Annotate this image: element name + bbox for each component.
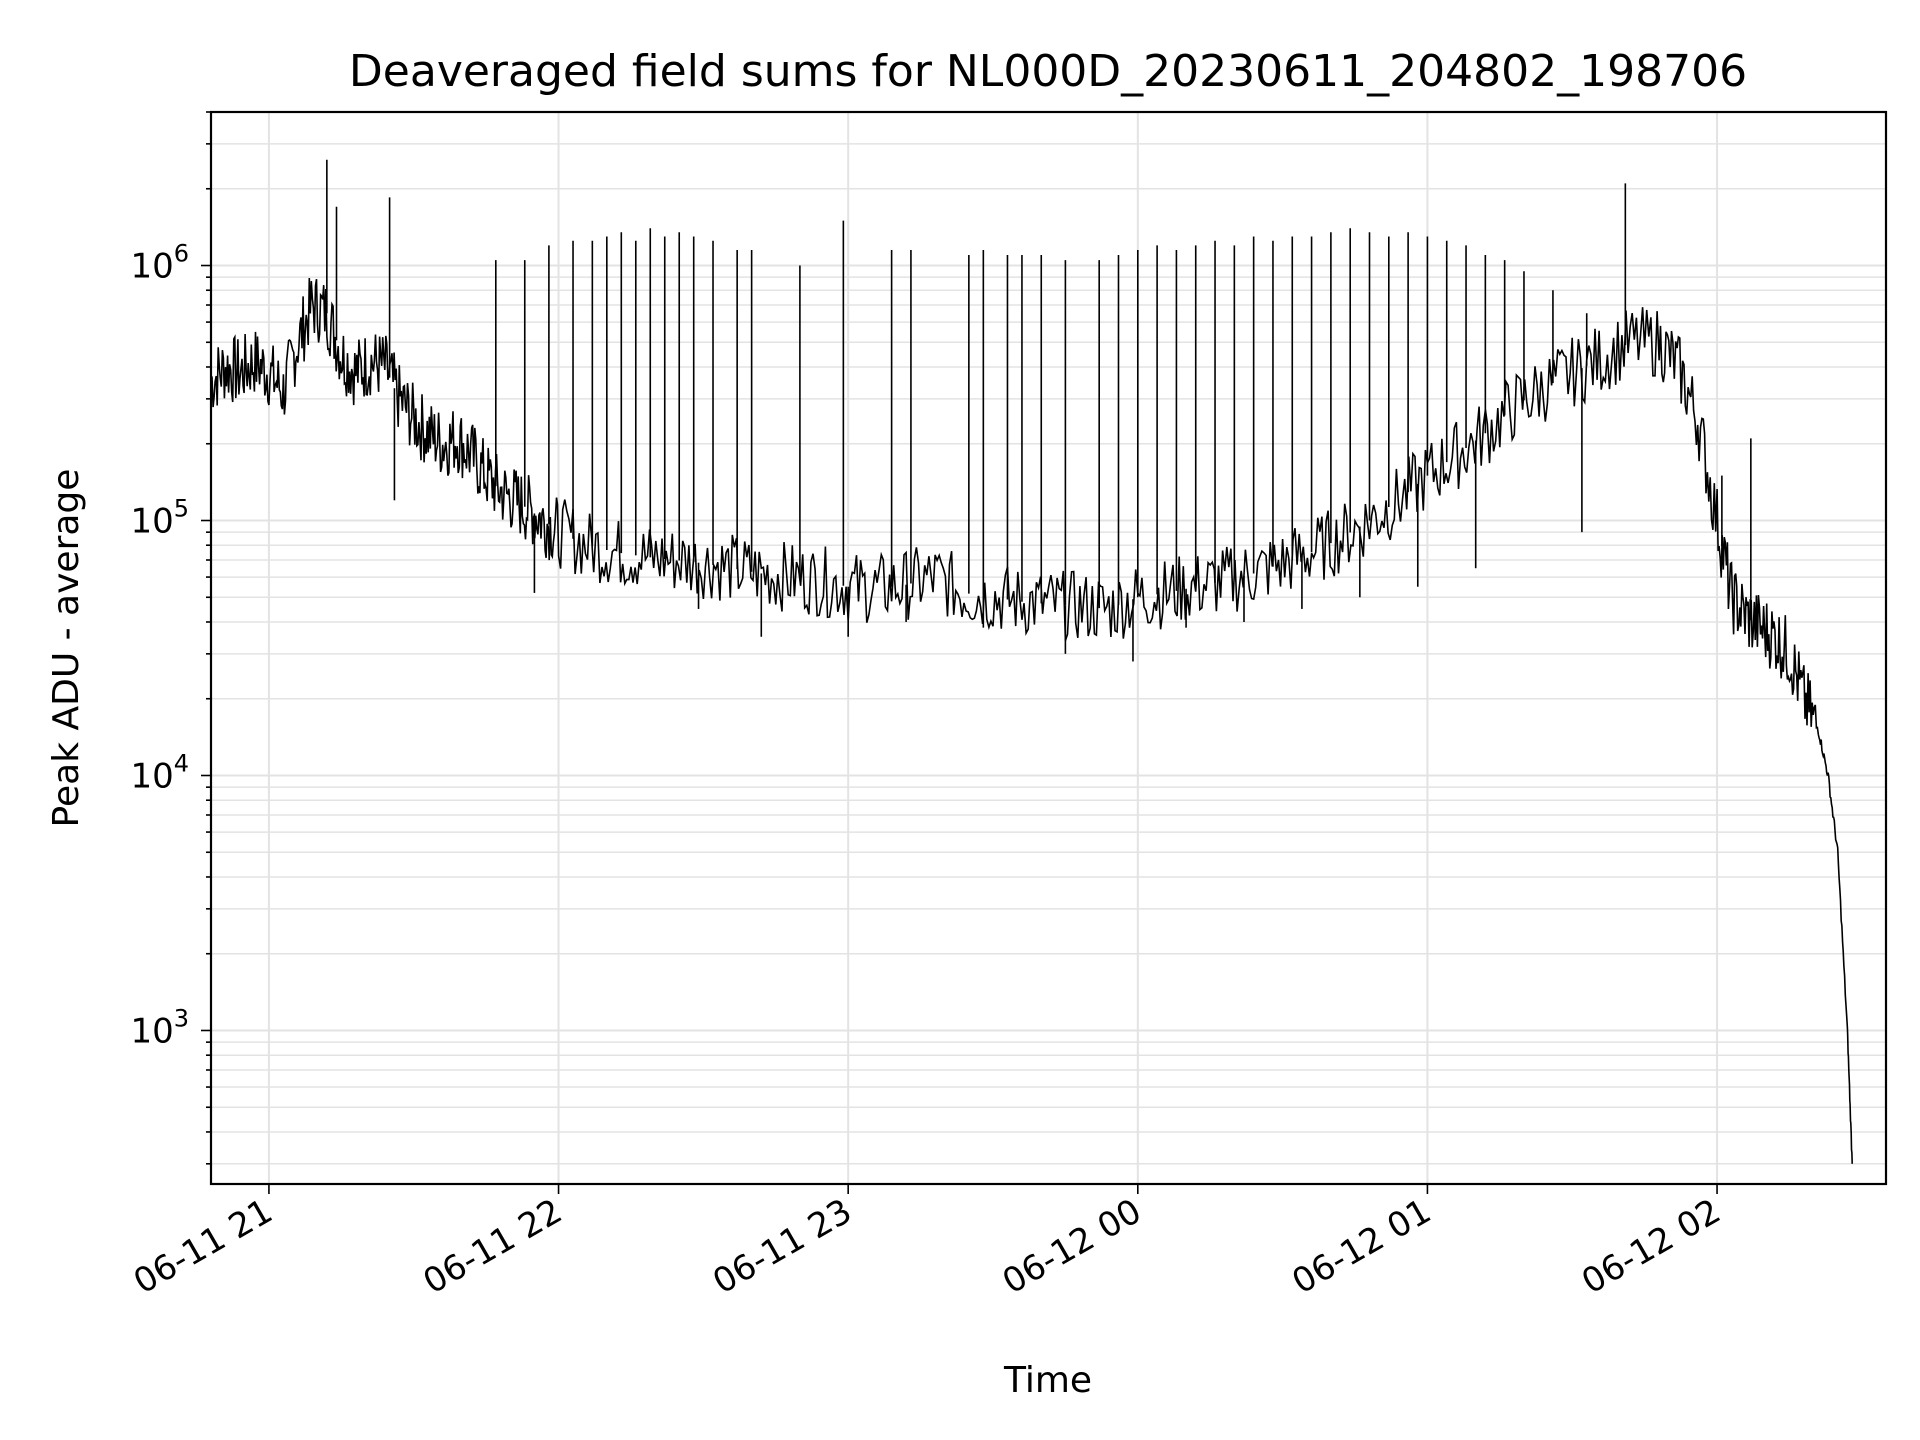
y-tick-base: 10 (130, 1011, 173, 1051)
y-tick-exponent: 3 (174, 1004, 189, 1032)
series-layer (210, 159, 1853, 1164)
y-tick-base: 10 (130, 502, 173, 542)
y-tick-exponent: 6 (174, 240, 189, 268)
y-axis-label: Peak ADU - average (46, 469, 87, 828)
y-tick-exponent: 5 (174, 495, 189, 523)
y-tick-label: 106 (130, 240, 189, 287)
x-axis-label: Time (1003, 1360, 1092, 1401)
y-tick-label: 104 (130, 749, 189, 796)
plot-frame (209, 110, 1888, 1186)
series-line (210, 277, 1853, 1164)
y-tick-base: 10 (130, 247, 173, 287)
y-tick-exponent: 4 (174, 749, 189, 777)
y-tick-base: 10 (130, 756, 173, 796)
y-tick-label: 105 (130, 495, 189, 542)
y-tick-label: 103 (130, 1004, 189, 1051)
chart-title: Deaveraged field sums for NL000D_2023061… (349, 46, 1747, 97)
